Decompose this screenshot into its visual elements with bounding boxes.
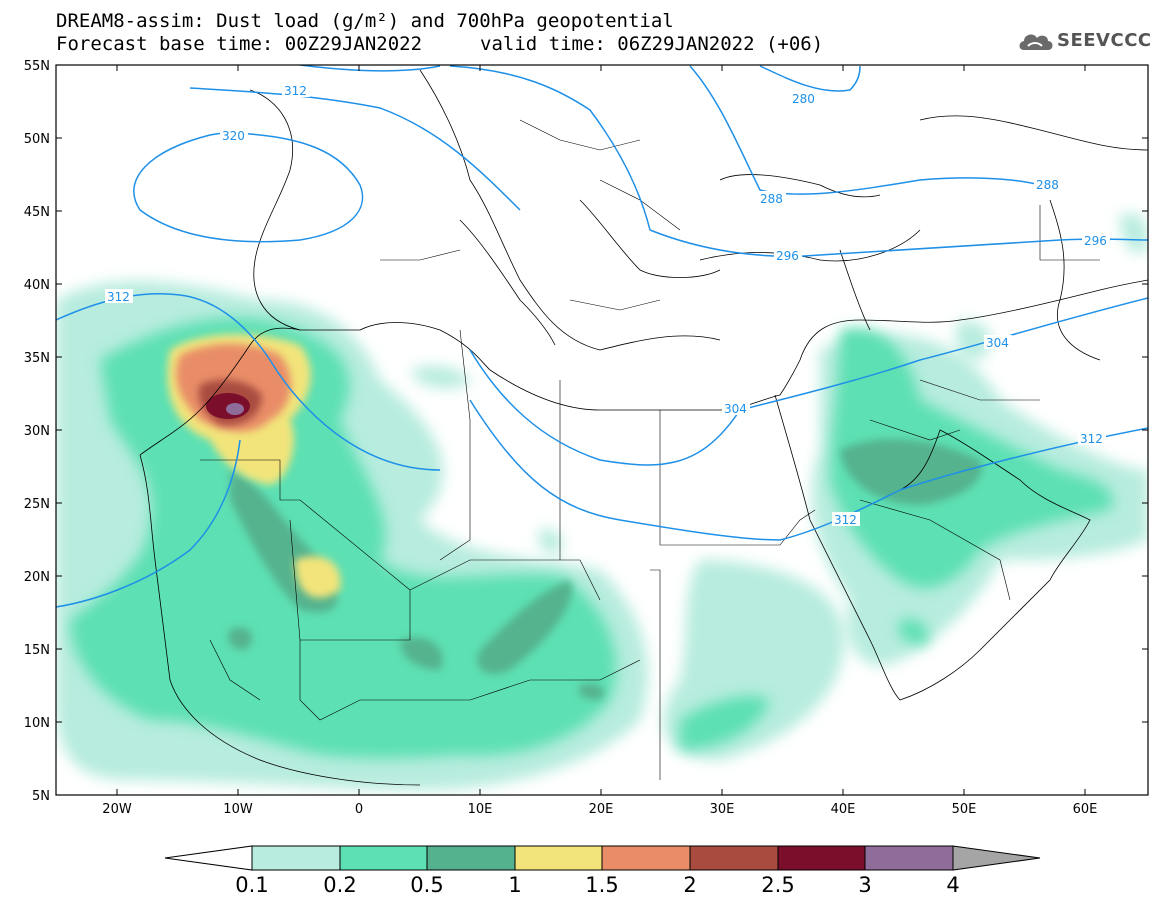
map-area: 312 320 312 280 288 288 296 296 304 304 … [56, 65, 1148, 790]
lon-label: 0 [355, 802, 363, 817]
colorbar-label: 0.5 [410, 873, 443, 897]
lat-label: 50N [24, 132, 50, 147]
forecast-base-time: Forecast base time: 00Z29JAN2022 [56, 33, 423, 55]
colorbar-label: 4 [946, 873, 959, 897]
logo-text: SEEVCCC [1057, 30, 1152, 51]
lat-label: 30N [24, 424, 50, 439]
contour-label: 288 [1036, 178, 1059, 192]
lat-label: 10N [24, 716, 50, 731]
dust-layer-3 [226, 403, 244, 415]
lon-label: 10W [223, 802, 253, 817]
lat-label: 45N [24, 205, 50, 220]
colorbar-swatch-0.5 [426, 845, 516, 871]
colorbar-left-arrow [164, 845, 253, 871]
colorbar-label: 2.5 [761, 873, 794, 897]
contour-label: 312 [107, 290, 130, 304]
colorbar [164, 845, 1041, 871]
contour-label: 320 [222, 129, 245, 143]
coastlines [139, 69, 1148, 786]
lat-label: 5N [32, 789, 50, 804]
contour-label: 288 [760, 192, 783, 206]
colorbar-label: 1.5 [585, 873, 618, 897]
valid-time: valid time: 06Z29JAN2022 (+06) [480, 33, 824, 55]
colorbar-swatch-0.1 [251, 845, 341, 871]
lat-labels: 55N 50N 45N 40N 35N 30N 25N 20N 15N 10N … [24, 59, 50, 804]
lat-label: 35N [24, 351, 50, 366]
colorbar-swatch-1 [514, 845, 603, 871]
map-title: DREAM8-assim: Dust load (g/m²) and 700hP… [56, 10, 674, 32]
lat-axis [56, 64, 1148, 723]
colorbar-swatch-2.5 [777, 845, 866, 871]
lon-label: 40E [831, 802, 856, 817]
colorbar-labels: 0.1 0.2 0.5 1 1.5 2 2.5 3 4 [235, 873, 959, 897]
lat-label: 25N [24, 497, 50, 512]
contour-label: 312 [834, 513, 857, 527]
contour-label: 312 [284, 84, 307, 98]
contour-label: 296 [1084, 234, 1107, 248]
contour-labels: 312 320 312 280 288 288 296 296 304 304 … [105, 83, 1110, 527]
colorbar-swatch-0.2 [339, 845, 428, 871]
lon-label: 20E [589, 802, 614, 817]
colorbar-swatch-2 [689, 845, 779, 871]
lon-label: 30E [710, 802, 735, 817]
colorbar-right-arrow [952, 845, 1041, 871]
colorbar-label: 0.2 [323, 873, 356, 897]
lon-label: 20W [102, 802, 132, 817]
lat-label: 55N [24, 59, 50, 74]
lat-label: 15N [24, 643, 50, 658]
cloud-icon [1019, 34, 1053, 50]
lon-axis [116, 65, 1086, 795]
lon-label: 10E [468, 802, 493, 817]
contour-label: 296 [776, 249, 799, 263]
dust-layer-0.5 [228, 439, 982, 700]
colorbar-label: 0.1 [235, 873, 268, 897]
colorbar-label: 1 [508, 873, 521, 897]
lon-label: 60E [1073, 802, 1098, 817]
contour-label: 304 [986, 336, 1009, 350]
colorbar-label: 2 [683, 873, 696, 897]
country-borders [200, 119, 1100, 780]
contour-label: 312 [1080, 432, 1103, 446]
lat-label: 20N [24, 570, 50, 585]
lon-label: 50E [952, 802, 977, 817]
colorbar-label: 3 [858, 873, 871, 897]
contour-label: 304 [724, 402, 747, 416]
contour-label: 280 [792, 92, 815, 106]
lat-label: 40N [24, 278, 50, 293]
lon-labels: 20W 10W 0 10E 20E 30E 40E 50E 60E [102, 802, 1097, 817]
colorbar-swatch-1.5 [601, 845, 691, 871]
colorbar-swatch-3 [864, 845, 954, 871]
